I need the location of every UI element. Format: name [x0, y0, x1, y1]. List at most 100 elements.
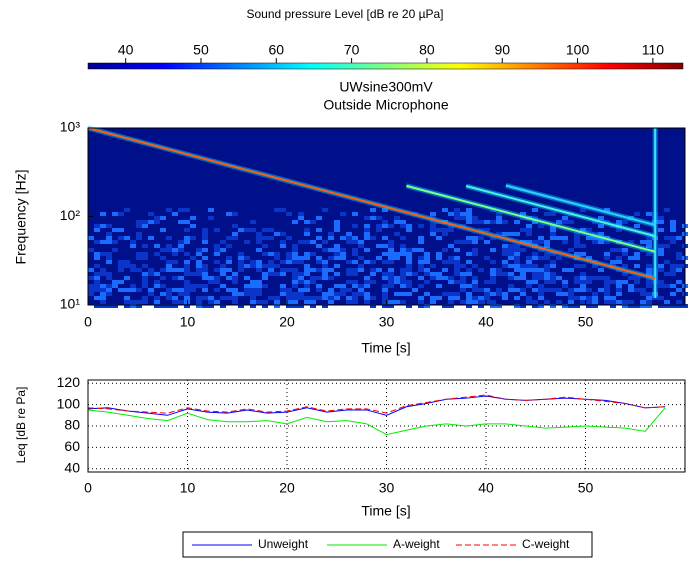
noise — [676, 304, 682, 308]
noise — [430, 224, 436, 228]
noise — [430, 212, 436, 216]
noise — [232, 280, 238, 284]
noise — [124, 300, 130, 304]
noise — [202, 232, 208, 236]
noise — [568, 300, 574, 304]
noise — [604, 292, 610, 296]
noise — [268, 272, 274, 276]
noise — [256, 260, 262, 264]
noise — [406, 260, 412, 264]
colorbar-tick-label: 60 — [269, 42, 285, 58]
noise — [292, 220, 298, 224]
noise — [670, 228, 676, 232]
noise — [196, 264, 202, 268]
colorbar-tick-label: 40 — [118, 42, 134, 58]
noise — [316, 268, 322, 272]
y-tick-label: 10³ — [60, 119, 81, 135]
level-line — [87, 394, 666, 414]
noise — [316, 276, 322, 280]
noise — [382, 236, 388, 240]
noise — [502, 244, 508, 248]
noise — [220, 268, 226, 272]
noise — [634, 212, 640, 216]
noise — [280, 272, 286, 276]
noise — [580, 264, 586, 268]
noise — [172, 248, 178, 252]
noise — [322, 296, 328, 300]
y-tick-label: 80 — [64, 417, 80, 433]
noise — [256, 232, 262, 236]
noise — [592, 292, 598, 296]
noise — [172, 260, 178, 264]
noise — [94, 252, 100, 256]
noise — [220, 272, 226, 276]
noise — [562, 284, 568, 288]
noise — [136, 268, 142, 272]
noise — [304, 264, 310, 268]
noise — [502, 296, 508, 300]
noise — [280, 244, 286, 248]
noise — [88, 288, 94, 292]
noise — [382, 260, 388, 264]
noise — [250, 264, 256, 268]
noise — [568, 304, 574, 308]
noise — [196, 284, 202, 288]
noise — [112, 228, 118, 232]
noise — [418, 236, 424, 240]
noise — [664, 272, 670, 276]
noise — [256, 248, 262, 252]
noise — [202, 236, 208, 240]
noise — [286, 268, 292, 272]
noise — [550, 272, 556, 276]
noise — [316, 288, 322, 292]
x-tick-label: 30 — [379, 480, 395, 496]
noise — [328, 300, 334, 304]
noise — [274, 296, 280, 300]
noise — [358, 268, 364, 272]
noise — [286, 256, 292, 260]
noise — [430, 232, 436, 236]
noise — [316, 236, 322, 240]
noise — [358, 256, 364, 260]
noise — [346, 296, 352, 300]
noise — [190, 224, 196, 228]
noise — [490, 260, 496, 264]
noise — [544, 272, 550, 276]
noise — [604, 252, 610, 256]
noise — [184, 236, 190, 240]
noise — [160, 216, 166, 220]
noise — [130, 268, 136, 272]
noise — [496, 216, 502, 220]
noise — [364, 280, 370, 284]
noise — [436, 296, 442, 300]
noise — [286, 292, 292, 296]
noise — [166, 292, 172, 296]
noise — [586, 256, 592, 260]
noise — [442, 260, 448, 264]
noise — [496, 212, 502, 216]
x-tick-label: 50 — [578, 314, 594, 330]
noise — [310, 276, 316, 280]
noise — [616, 260, 622, 264]
noise — [334, 224, 340, 228]
noise — [232, 272, 238, 276]
noise — [142, 272, 148, 276]
noise — [250, 284, 256, 288]
noise — [310, 220, 316, 224]
noise — [364, 300, 370, 304]
noise — [244, 288, 250, 292]
noise — [358, 288, 364, 292]
noise — [544, 280, 550, 284]
noise — [340, 236, 346, 240]
noise — [304, 228, 310, 232]
x-tick-label: 20 — [279, 480, 295, 496]
noise — [472, 288, 478, 292]
noise — [370, 272, 376, 276]
noise — [610, 260, 616, 264]
noise — [382, 244, 388, 248]
noise — [238, 292, 244, 296]
noise — [448, 244, 454, 248]
noise — [454, 212, 460, 216]
noise — [364, 260, 370, 264]
noise — [520, 288, 526, 292]
